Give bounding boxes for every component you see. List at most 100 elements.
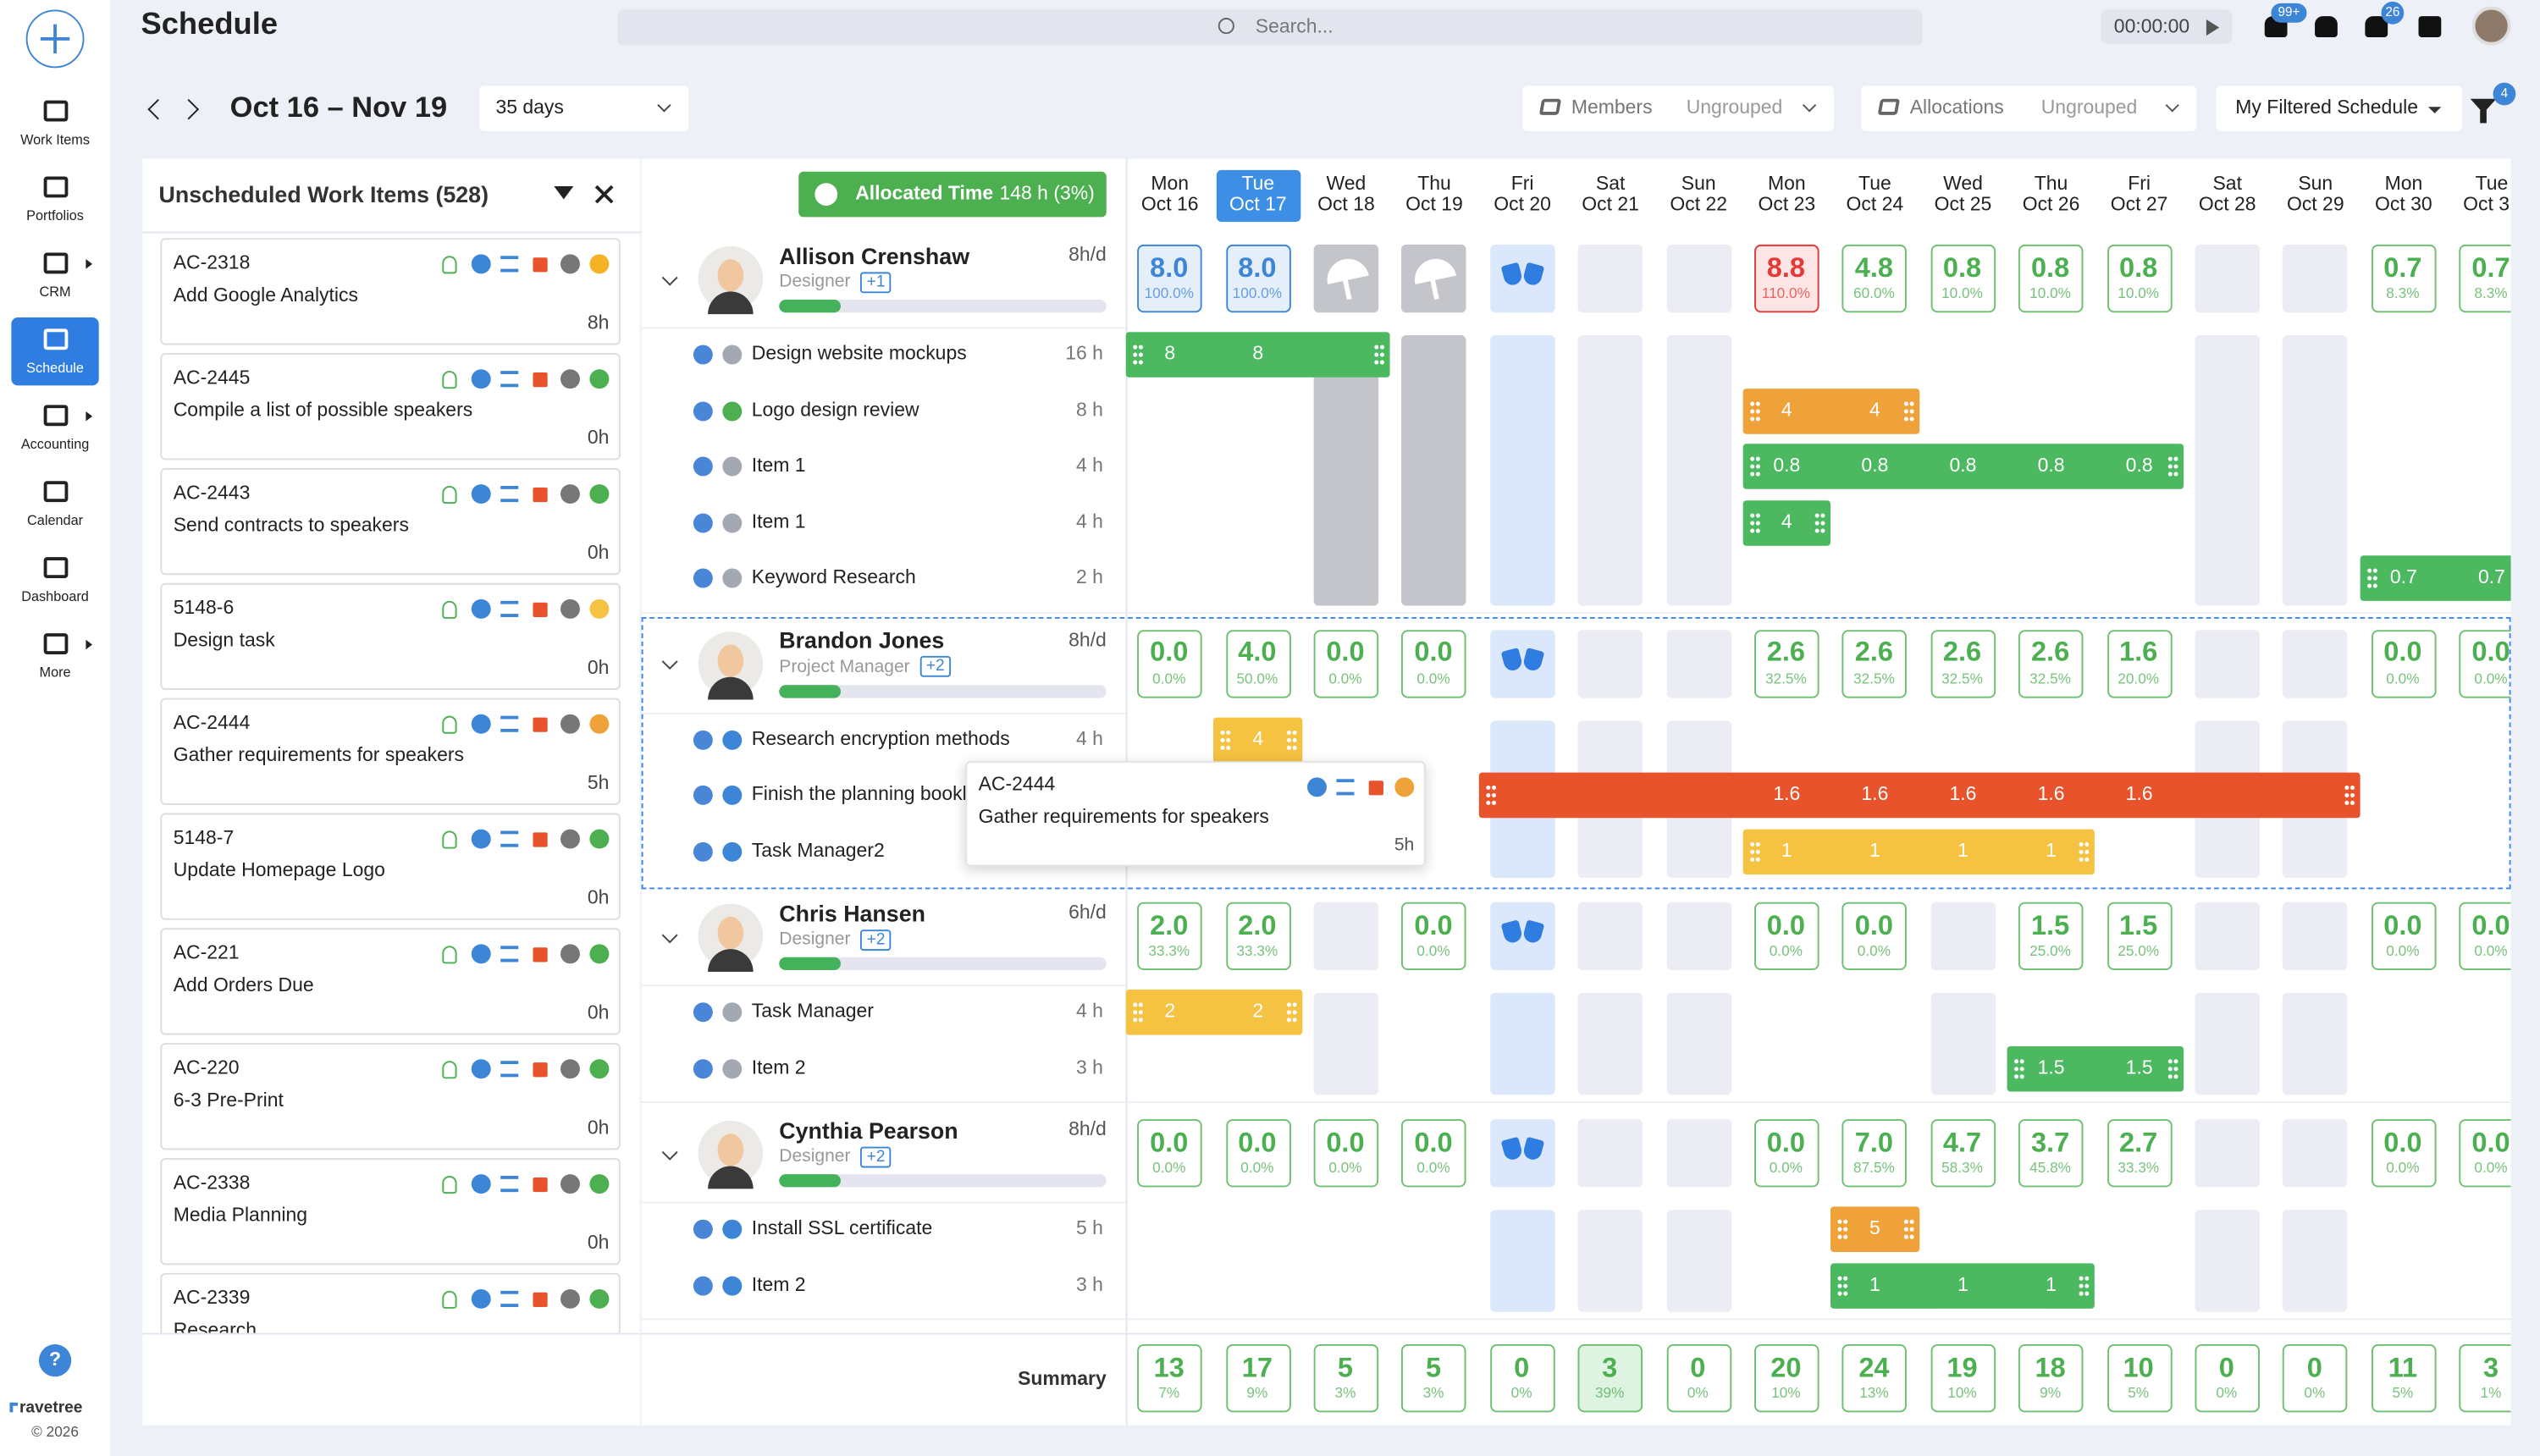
assignee-avatar: [560, 829, 580, 849]
member-extra-roles[interactable]: +2: [860, 929, 892, 951]
chevron-icon: [660, 1143, 677, 1160]
cell-hours: 17: [1241, 1352, 1273, 1383]
avatar-body: [708, 949, 754, 972]
work-item-card[interactable]: 5148-6 Design task 0h: [160, 582, 621, 691]
allocation-bar[interactable]: [1742, 388, 1919, 434]
work-item-card[interactable]: AC-220 6-3 Pre-Print 0h: [160, 1043, 621, 1150]
party-cell: [1489, 1119, 1555, 1188]
work-item-card[interactable]: AC-2318 Add Google Analytics 8h: [160, 238, 621, 345]
cell-percent: 0%: [1510, 1385, 1532, 1402]
allocation-value: 1.6: [2125, 782, 2153, 806]
member-extra-roles[interactable]: +2: [919, 655, 952, 677]
tooltip: AC-2444 Gather requirements for speakers 5…: [965, 761, 1426, 867]
work-item-card[interactable]: AC-2445 Compile a list of possible speake…: [160, 353, 621, 461]
allocation-bar[interactable]: [1125, 332, 1390, 378]
work-item-card[interactable]: 5148-7 Update Homepage Logo 0h: [160, 813, 621, 920]
work-item-card[interactable]: AC-2338 Media Planning 0h: [160, 1157, 621, 1266]
empty-cell: [2283, 1119, 2349, 1188]
work-item-hours: 0h: [587, 1001, 610, 1024]
capacity-cell: 0.7 8.3%: [2459, 244, 2511, 313]
filter-count: 4: [2500, 85, 2509, 101]
member-extra-roles[interactable]: +2: [860, 1145, 892, 1167]
work-item-name: Research: [173, 1318, 257, 1333]
cell-percent: 5%: [2392, 1385, 2414, 1402]
day-strip: [1313, 335, 1379, 605]
allocation-value: 1: [1957, 838, 1968, 862]
cell-hours: 10: [2123, 1352, 2154, 1383]
star-icon[interactable]: [2418, 16, 2442, 38]
list-icon: [1336, 779, 1355, 796]
member-extra-roles[interactable]: +1: [860, 271, 892, 293]
capacity-cell: 0.0 0.0%: [2371, 629, 2437, 698]
work-item-card[interactable]: AC-2444 Gather requirements for speakers 5…: [160, 698, 621, 805]
cell-percent: 32.5%: [1764, 670, 1807, 687]
allocation-value: 1: [1869, 838, 1880, 862]
list-icon: [500, 1176, 519, 1193]
filter-icon[interactable]: [2470, 98, 2497, 113]
dropdown[interactable]: [1861, 85, 2197, 131]
panel-filter[interactable]: [554, 186, 574, 200]
capacity-cell: 11 5%: [2371, 1344, 2437, 1413]
submenu-arrow: [86, 259, 93, 269]
capacity-cell: 4.0 50.0%: [1225, 629, 1291, 698]
work-item-name: Design task: [173, 628, 275, 652]
info-icon: [693, 786, 713, 806]
allocation-bar[interactable]: [2007, 1045, 2184, 1092]
search-bar[interactable]: [616, 9, 1924, 46]
range-select[interactable]: [479, 85, 689, 131]
plus-v: [53, 24, 57, 54]
user-avatar: [2471, 6, 2511, 46]
allocation-bar[interactable]: [1742, 829, 2096, 874]
dropdown[interactable]: [1522, 85, 1834, 131]
capacity-cell: 1.5 25.0%: [2018, 902, 2084, 971]
allocation-bar[interactable]: [1478, 773, 2360, 819]
allocation-bar[interactable]: [1830, 1262, 2096, 1309]
task-status: [722, 841, 743, 862]
task-name: Logo design review: [751, 398, 919, 422]
cell-percent: 33.3%: [2118, 1160, 2160, 1177]
allocated-button[interactable]: [798, 171, 1107, 218]
weekday: Mon: [1768, 172, 1806, 195]
weekday: Mon: [2384, 172, 2423, 195]
drag-handle: [1837, 1218, 1849, 1242]
progress-track: [779, 1174, 1107, 1188]
assignee-avatar: [560, 1174, 580, 1194]
divider: [142, 1332, 640, 1335]
tooltip-name: Gather requirements for speakers: [978, 805, 1269, 829]
cell-percent: 9%: [1246, 1385, 1268, 1402]
weekday: Fri: [1510, 172, 1534, 195]
list-icon: [500, 1290, 519, 1308]
create-button[interactable]: [25, 9, 85, 69]
capacity-cell: 8.8 110.0%: [1754, 244, 1819, 313]
cell-hours: 0.8: [1942, 252, 1982, 284]
work-item-card[interactable]: AC-221 Add Orders Due 0h: [160, 928, 621, 1035]
cell-percent: 25.0%: [2118, 942, 2160, 959]
allocation-bar[interactable]: [1742, 444, 2184, 490]
date: Oct 21: [1582, 193, 1639, 216]
cell-hours: 13: [1153, 1352, 1184, 1383]
allocation-bar[interactable]: [1125, 990, 1302, 1036]
work-item-card[interactable]: AC-2339Research0h: [160, 1272, 621, 1333]
cell-hours: 7.0: [1854, 1127, 1894, 1158]
work-item-hours: 0h: [587, 656, 610, 680]
list-icon: [500, 256, 519, 273]
empty-cell: [2283, 629, 2349, 698]
cell-percent: 0.0%: [1416, 942, 1450, 959]
info-icon: [693, 401, 713, 421]
brand: ravetree: [19, 1398, 83, 1417]
chat-icon[interactable]: [2315, 16, 2338, 38]
allocation-bar[interactable]: [2359, 555, 2511, 602]
task-name: Finish the planning booklet: [751, 782, 983, 806]
work-item-hours: 5h: [587, 771, 610, 794]
work-item-card[interactable]: AC-2443 Send contracts to speakers 0h: [160, 467, 621, 576]
capacity-cell: 19 10%: [1930, 1344, 1996, 1413]
allocation-value: 1: [1869, 1272, 1880, 1296]
check-icon: [471, 1288, 491, 1309]
status-dot: [589, 944, 610, 964]
saved-view[interactable]: [2216, 85, 2463, 131]
avatar-face: [717, 916, 744, 950]
weekday: Mon: [1151, 172, 1190, 195]
work-item-name: Add Google Analytics: [173, 284, 358, 306]
empty-cell: [1665, 902, 1731, 971]
drag-handle: [1132, 1001, 1144, 1024]
